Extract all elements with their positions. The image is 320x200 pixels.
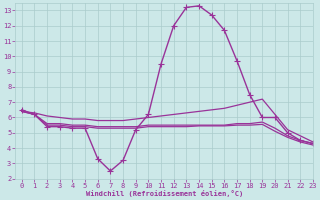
X-axis label: Windchill (Refroidissement éolien,°C): Windchill (Refroidissement éolien,°C): [85, 190, 243, 197]
